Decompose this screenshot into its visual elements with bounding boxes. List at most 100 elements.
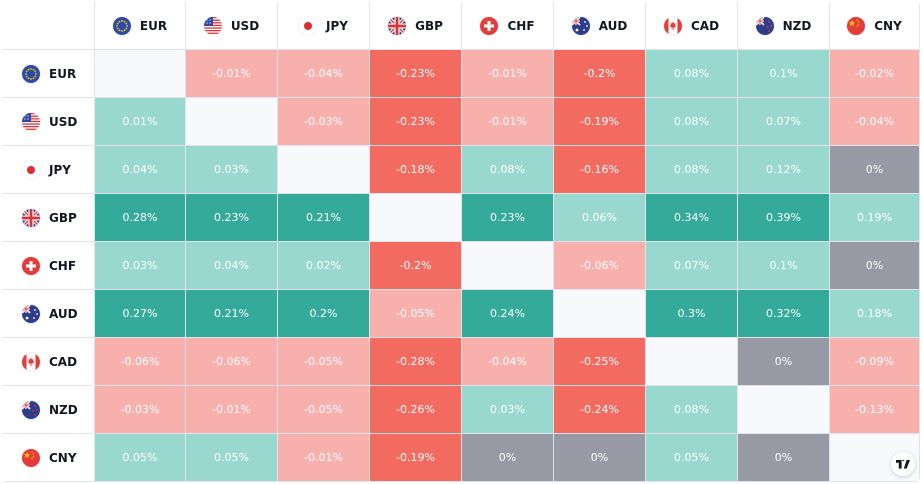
heatmap-cell-cny-nzd[interactable]: 0% <box>738 434 830 482</box>
heatmap-cell-eur-nzd[interactable]: 0.1% <box>738 50 830 98</box>
heatmap-cell-usd-chf[interactable]: -0.01% <box>462 98 554 146</box>
column-header-cny[interactable]: CNY <box>830 2 920 50</box>
heatmap-cell-jpy-aud[interactable]: -0.16% <box>554 146 646 194</box>
heatmap-cell-cny-eur[interactable]: 0.05% <box>95 434 186 482</box>
column-header-chf[interactable]: CHF <box>462 2 554 50</box>
heatmap-cell-cad-nzd[interactable]: 0% <box>738 338 830 386</box>
heatmap-cell-chf-gbp[interactable]: -0.2% <box>370 242 462 290</box>
heatmap-cell-chf-nzd[interactable]: 0.1% <box>738 242 830 290</box>
column-header-nzd[interactable]: NZD <box>738 2 830 50</box>
heatmap-cell-nzd-chf[interactable]: 0.03% <box>462 386 554 434</box>
heatmap-cell-nzd-jpy[interactable]: -0.05% <box>278 386 370 434</box>
heatmap-cell-eur-usd[interactable]: -0.01% <box>186 50 278 98</box>
heatmap-cell-aud-eur[interactable]: 0.27% <box>95 290 186 338</box>
heatmap-cell-gbp-jpy[interactable]: 0.21% <box>278 194 370 242</box>
heatmap-cell-eur-jpy[interactable]: -0.04% <box>278 50 370 98</box>
heatmap-cell-chf-cad[interactable]: 0.07% <box>646 242 738 290</box>
column-header-aud[interactable]: AUD <box>554 2 646 50</box>
heatmap-cell-diagonal <box>646 338 738 386</box>
heatmap-cell-nzd-aud[interactable]: -0.24% <box>554 386 646 434</box>
heatmap-cell-chf-aud[interactable]: -0.06% <box>554 242 646 290</box>
heatmap-cell-jpy-cad[interactable]: 0.08% <box>646 146 738 194</box>
heatmap-cell-eur-cny[interactable]: -0.02% <box>830 50 920 98</box>
currency-label: EUR <box>139 18 168 33</box>
heatmap-cell-aud-cny[interactable]: 0.18% <box>830 290 920 338</box>
row-header-nzd[interactable]: NZD <box>2 386 95 434</box>
heatmap-cell-cny-cad[interactable]: 0.05% <box>646 434 738 482</box>
heatmap-cell-usd-cny[interactable]: -0.04% <box>830 98 920 146</box>
heatmap-cell-gbp-usd[interactable]: 0.23% <box>186 194 278 242</box>
currency-label: CNY <box>874 18 902 33</box>
heatmap-cell-cny-gbp[interactable]: -0.19% <box>370 434 462 482</box>
heatmap-cell-aud-nzd[interactable]: 0.32% <box>738 290 830 338</box>
row-header-cny[interactable]: CNY <box>2 434 95 482</box>
heatmap-cell-nzd-cny[interactable]: -0.13% <box>830 386 920 434</box>
row-header-chf[interactable]: CHF <box>2 242 95 290</box>
heatmap-cell-jpy-chf[interactable]: 0.08% <box>462 146 554 194</box>
row-header-jpy[interactable]: JPY <box>2 146 95 194</box>
heatmap-cell-usd-nzd[interactable]: 0.07% <box>738 98 830 146</box>
heatmap-cell-cny-aud[interactable]: 0% <box>554 434 646 482</box>
heatmap-cell-cad-eur[interactable]: -0.06% <box>95 338 186 386</box>
heatmap-cell-usd-jpy[interactable]: -0.03% <box>278 98 370 146</box>
heatmap-cell-cny-jpy[interactable]: -0.01% <box>278 434 370 482</box>
heatmap-cell-gbp-aud[interactable]: 0.06% <box>554 194 646 242</box>
row-header-usd[interactable]: USD <box>2 98 95 146</box>
heatmap-cell-chf-usd[interactable]: 0.04% <box>186 242 278 290</box>
heatmap-cell-cny-chf[interactable]: 0% <box>462 434 554 482</box>
japan-flag-icon <box>299 16 318 35</box>
heatmap-cell-gbp-nzd[interactable]: 0.39% <box>738 194 830 242</box>
currency-label: CHF <box>49 258 77 273</box>
swiss-flag-icon <box>22 256 40 275</box>
row-header-gbp[interactable]: GBP <box>2 194 95 242</box>
heatmap-cell-jpy-eur[interactable]: 0.04% <box>95 146 186 194</box>
heatmap-cell-jpy-nzd[interactable]: 0.12% <box>738 146 830 194</box>
heatmap-cell-cad-usd[interactable]: -0.06% <box>186 338 278 386</box>
heatmap-cell-nzd-eur[interactable]: -0.03% <box>95 386 186 434</box>
heatmap-cell-nzd-usd[interactable]: -0.01% <box>186 386 278 434</box>
heatmap-cell-aud-jpy[interactable]: 0.2% <box>278 290 370 338</box>
heatmap-cell-gbp-eur[interactable]: 0.28% <box>95 194 186 242</box>
tradingview-logo-button[interactable] <box>891 452 915 476</box>
heatmap-cell-usd-aud[interactable]: -0.19% <box>554 98 646 146</box>
heatmap-cell-eur-aud[interactable]: -0.2% <box>554 50 646 98</box>
heatmap-cell-gbp-cny[interactable]: 0.19% <box>830 194 920 242</box>
heatmap-cell-cad-chf[interactable]: -0.04% <box>462 338 554 386</box>
column-header-usd[interactable]: USD <box>186 2 278 50</box>
column-header-jpy[interactable]: JPY <box>278 2 370 50</box>
heatmap-cell-usd-eur[interactable]: 0.01% <box>95 98 186 146</box>
heatmap-cell-diagonal <box>95 50 186 98</box>
heatmap-cell-aud-cad[interactable]: 0.3% <box>646 290 738 338</box>
heatmap-cell-jpy-usd[interactable]: 0.03% <box>186 146 278 194</box>
heatmap-cell-aud-chf[interactable]: 0.24% <box>462 290 554 338</box>
row-header-cad[interactable]: CAD <box>2 338 95 386</box>
heatmap-cell-cad-gbp[interactable]: -0.28% <box>370 338 462 386</box>
heatmap-cell-aud-gbp[interactable]: -0.05% <box>370 290 462 338</box>
heatmap-cell-cad-cny[interactable]: -0.09% <box>830 338 920 386</box>
heatmap-cell-chf-jpy[interactable]: 0.02% <box>278 242 370 290</box>
heatmap-cell-eur-gbp[interactable]: -0.23% <box>370 50 462 98</box>
heatmap-cell-cny-usd[interactable]: 0.05% <box>186 434 278 482</box>
heatmap-cell-aud-usd[interactable]: 0.21% <box>186 290 278 338</box>
row-header-aud[interactable]: AUD <box>2 290 95 338</box>
heatmap-cell-nzd-gbp[interactable]: -0.26% <box>370 386 462 434</box>
heatmap-cell-eur-cad[interactable]: 0.08% <box>646 50 738 98</box>
heatmap-cell-nzd-cad[interactable]: 0.08% <box>646 386 738 434</box>
column-header-cad[interactable]: CAD <box>646 2 738 50</box>
heatmap-cell-chf-eur[interactable]: 0.03% <box>95 242 186 290</box>
column-header-gbp[interactable]: GBP <box>370 2 462 50</box>
australia-flag-icon <box>571 16 590 35</box>
heatmap-cell-jpy-gbp[interactable]: -0.18% <box>370 146 462 194</box>
row-header-eur[interactable]: EUR <box>2 50 95 98</box>
heatmap-cell-cad-jpy[interactable]: -0.05% <box>278 338 370 386</box>
heatmap-cell-cad-aud[interactable]: -0.25% <box>554 338 646 386</box>
heatmap-cell-chf-cny[interactable]: 0% <box>830 242 920 290</box>
heatmap-cell-usd-gbp[interactable]: -0.23% <box>370 98 462 146</box>
column-header-eur[interactable]: EUR <box>95 2 186 50</box>
heatmap-cell-jpy-cny[interactable]: 0% <box>830 146 920 194</box>
heatmap-cell-eur-chf[interactable]: -0.01% <box>462 50 554 98</box>
canada-flag-icon <box>22 352 40 371</box>
heatmap-cell-gbp-chf[interactable]: 0.23% <box>462 194 554 242</box>
heatmap-cell-gbp-cad[interactable]: 0.34% <box>646 194 738 242</box>
heatmap-cell-usd-cad[interactable]: 0.08% <box>646 98 738 146</box>
